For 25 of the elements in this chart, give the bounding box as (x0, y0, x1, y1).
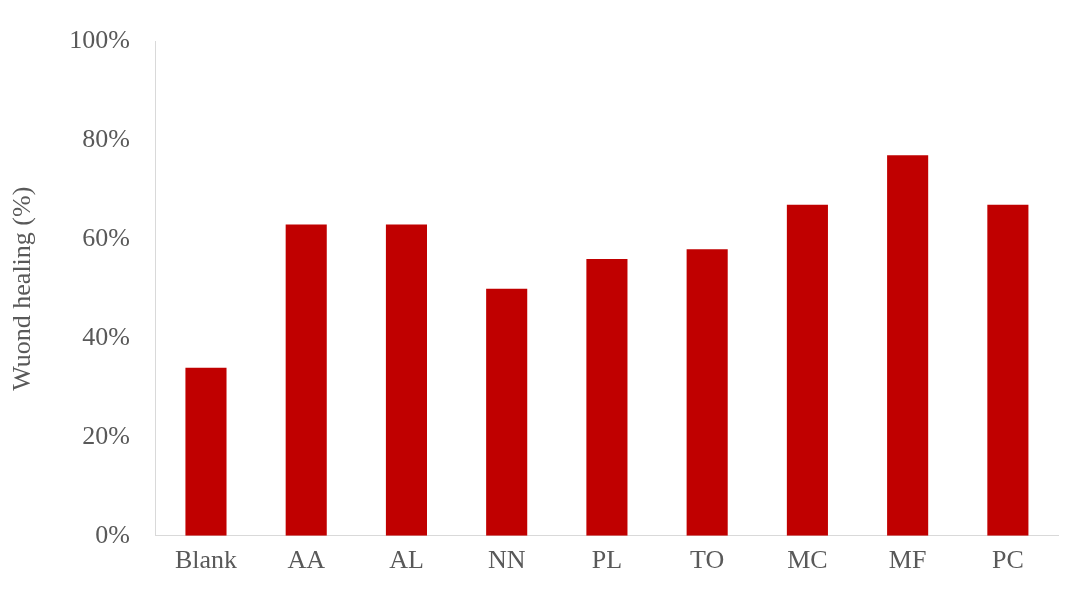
x-tick-label: Blank (174, 545, 238, 575)
bar (686, 249, 728, 536)
y-axis-title: Wuond healing (%) (7, 186, 37, 391)
x-tick-label: AL (389, 545, 424, 575)
bar (385, 224, 427, 536)
y-tick-label: 60% (82, 223, 130, 253)
bar (887, 155, 929, 536)
bar (987, 204, 1029, 536)
x-tick-label: TO (690, 545, 725, 575)
y-tick-label: 40% (82, 321, 130, 351)
bar (486, 288, 528, 536)
bar (786, 204, 828, 536)
bar (285, 224, 327, 536)
x-tick-label: PL (591, 545, 623, 575)
bar (185, 367, 227, 536)
x-tick-label: MF (888, 545, 927, 575)
y-tick-label: 80% (82, 124, 130, 154)
x-tick-label: MC (787, 545, 828, 575)
x-tick-label: PC (991, 545, 1024, 575)
y-tick-label: 100% (69, 25, 130, 55)
y-tick-label: 0% (95, 519, 130, 549)
bar (586, 259, 628, 536)
y-tick-label: 20% (82, 420, 130, 450)
x-tick-label: AA (287, 545, 326, 575)
x-tick-label: NN (487, 545, 526, 575)
